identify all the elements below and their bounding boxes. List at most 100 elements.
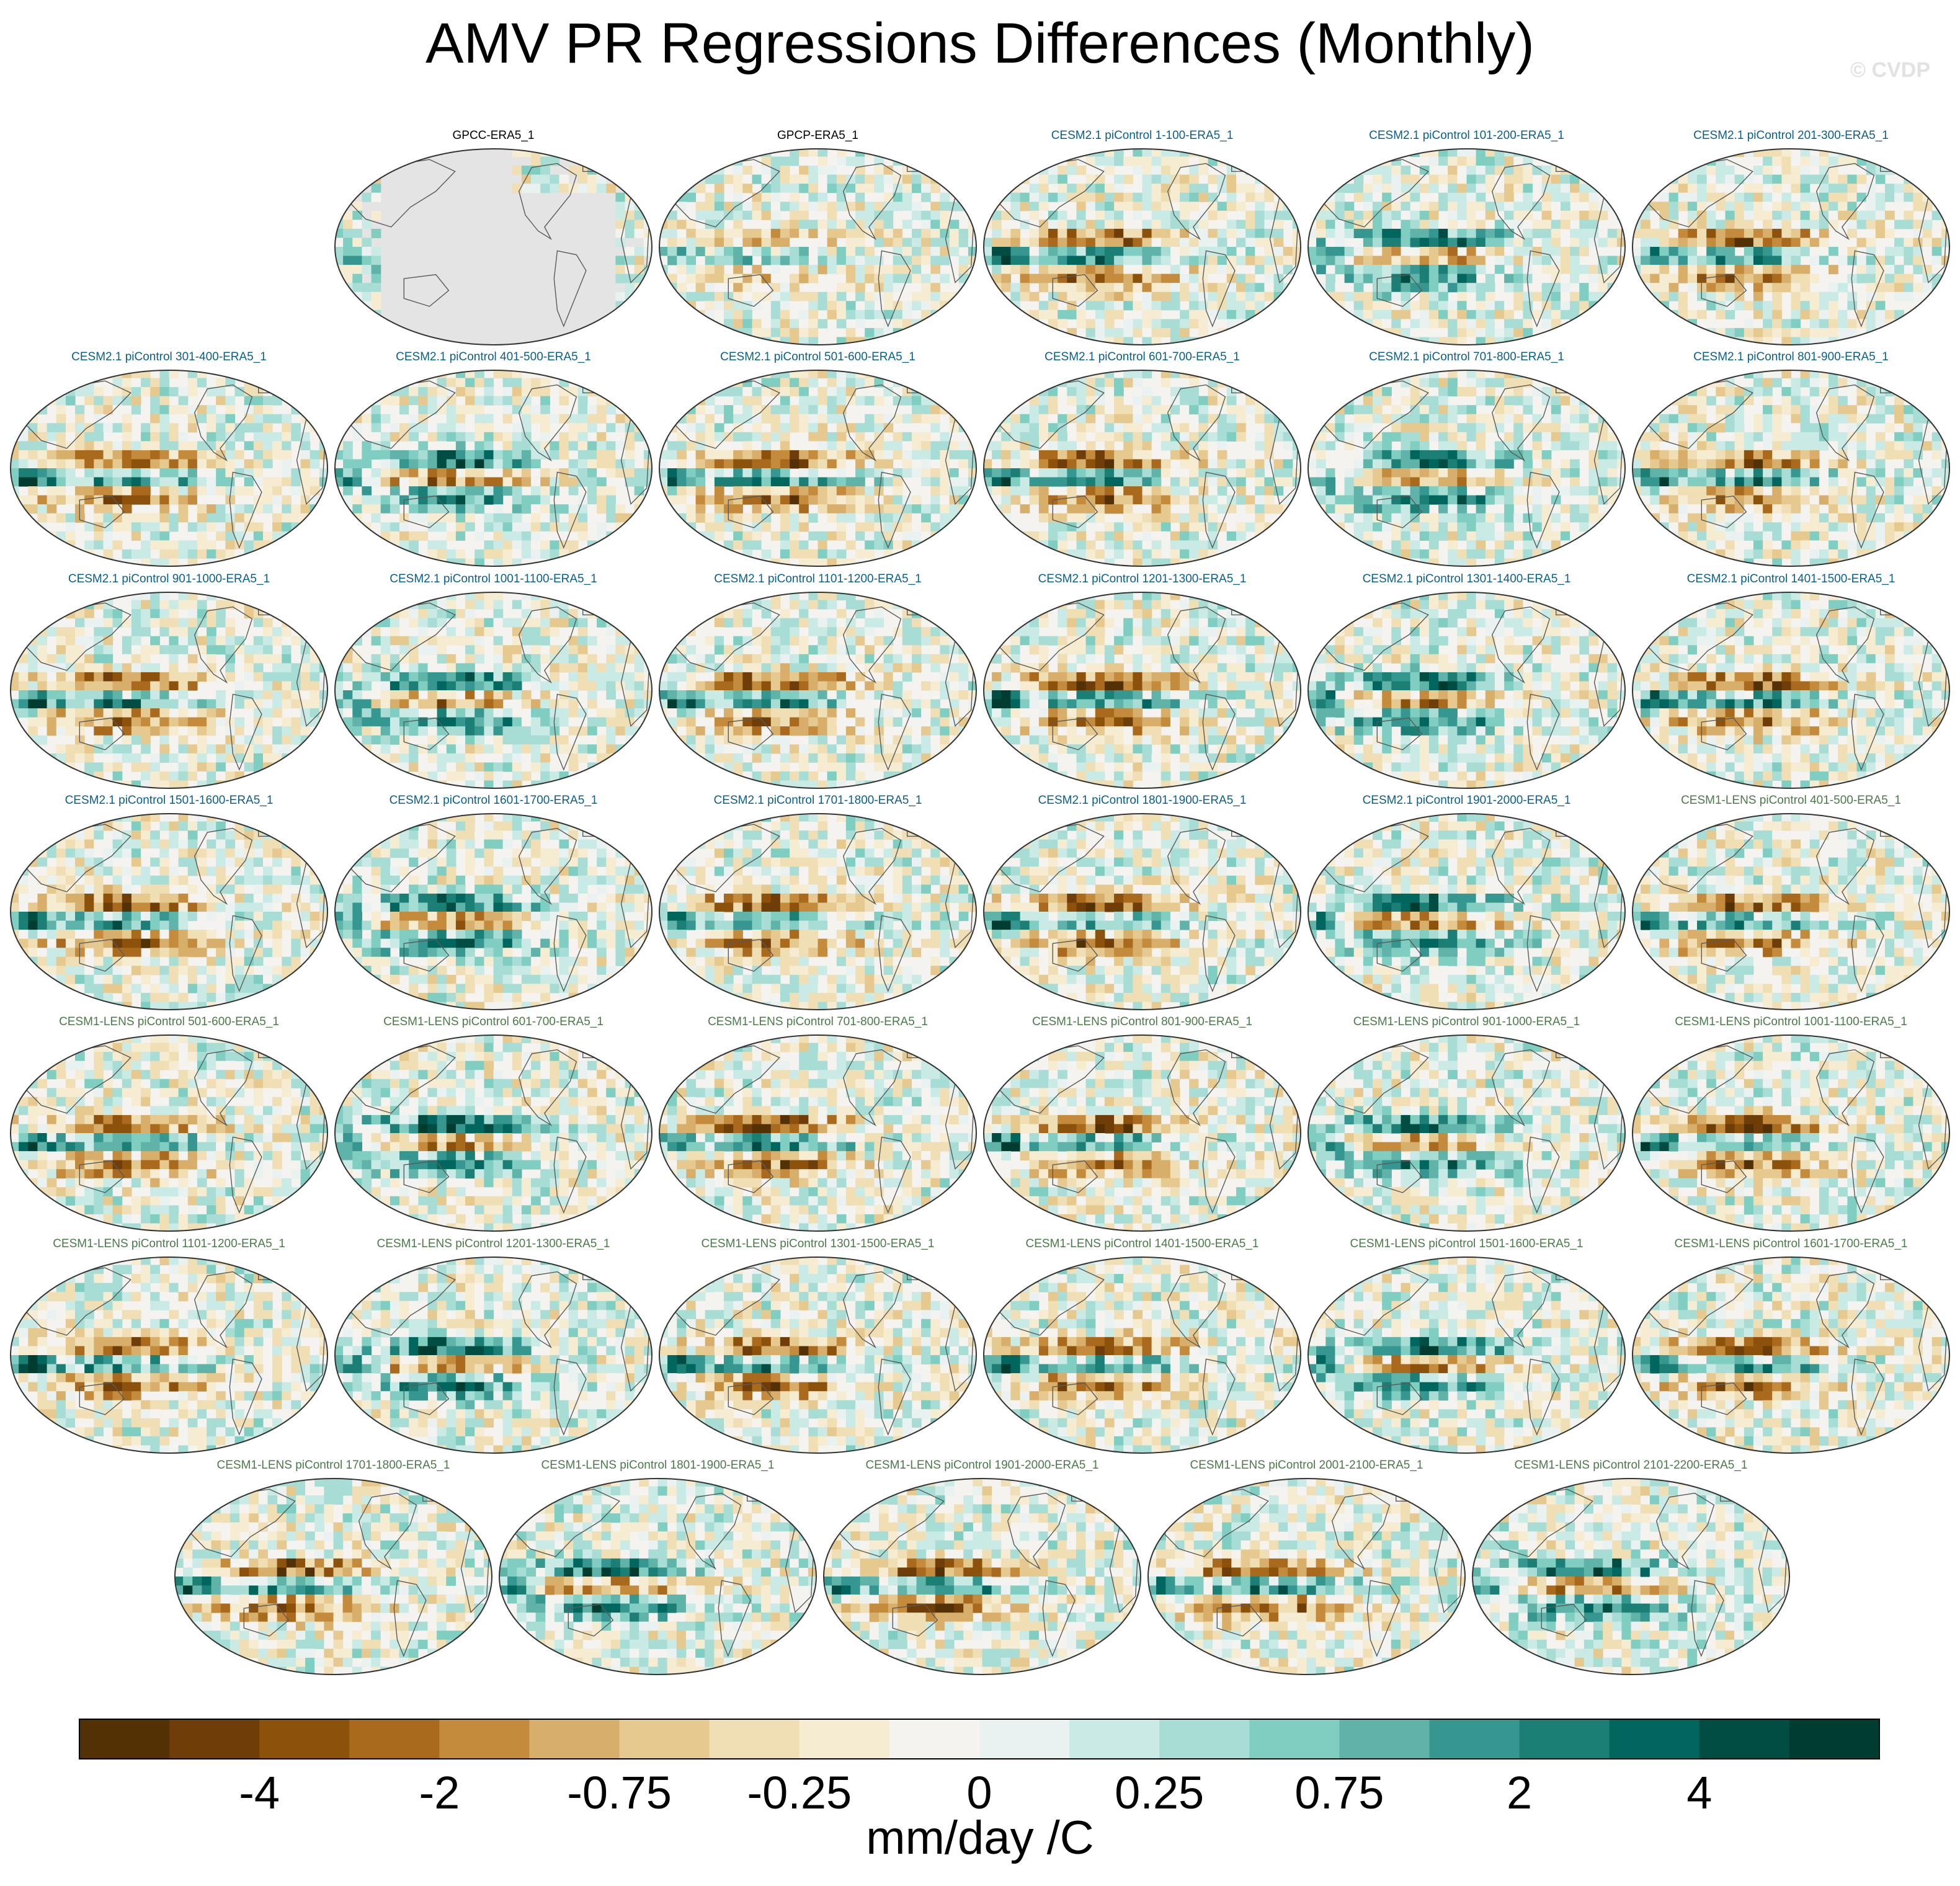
panel-title: CESM1-LENS piControl 1301-1500-ERA5_1 (658, 1237, 978, 1251)
coastline (194, 1049, 253, 1127)
coastline (1643, 159, 1753, 228)
coastline (229, 1358, 262, 1436)
colorbar-segment (1789, 1719, 1880, 1759)
coastline (21, 1267, 131, 1336)
colorbar-segment (1159, 1719, 1250, 1759)
coastline (403, 1160, 450, 1193)
coastline (1052, 274, 1098, 307)
panel-title: CESM2.1 piControl 401-500-ERA5_1 (334, 350, 653, 364)
coastline (728, 939, 774, 972)
panel-map (983, 592, 1301, 789)
coastline (994, 380, 1105, 449)
coastline (670, 1045, 780, 1114)
panel-map (334, 1034, 653, 1232)
panel-title: CESM2.1 piControl 501-600-ERA5_1 (658, 350, 978, 364)
coastline (1319, 1267, 1429, 1336)
coastline (728, 718, 774, 750)
panel-map (10, 813, 328, 1010)
panel-title: CESM2.1 piControl 1701-1800-ERA5_1 (658, 794, 978, 807)
map-border (1472, 1478, 1790, 1675)
coastline (994, 1267, 1105, 1336)
panel-title: CESM2.1 piControl 301-400-ERA5_1 (9, 350, 329, 364)
coastline (518, 1049, 577, 1127)
colorbar-segment (979, 1719, 1070, 1759)
map-border (334, 1034, 653, 1232)
map-border (1307, 1257, 1626, 1454)
coastline (1202, 1358, 1236, 1436)
coastline (553, 693, 587, 771)
panel-title: CESM2.1 piControl 1901-2000-ERA5_1 (1307, 794, 1626, 807)
colorbar-segment (1519, 1719, 1610, 1759)
coastline (518, 606, 577, 684)
coastline (518, 384, 577, 462)
map-border (334, 813, 653, 1010)
coastline (553, 250, 587, 327)
panel-title: GPCC-ERA5_1 (334, 129, 653, 143)
coastline (1815, 1049, 1875, 1127)
coastline (1366, 1580, 1400, 1657)
colorbar-segment (709, 1719, 800, 1759)
coastline (670, 824, 780, 892)
colorbar-segment (1609, 1719, 1700, 1759)
colorbar-segment (349, 1719, 440, 1759)
coastline (1815, 606, 1875, 684)
coastline (229, 471, 262, 549)
coastline (1202, 693, 1236, 771)
colorbar-segment (529, 1719, 620, 1759)
coastline (1376, 496, 1423, 528)
coastline (403, 1382, 450, 1415)
coastline (79, 718, 125, 750)
panel-map (1472, 1478, 1790, 1675)
coastline (1851, 471, 1884, 549)
colorbar-segment (439, 1719, 530, 1759)
panel-title: CESM1-LENS piControl 2001-2100-ERA5_1 (1147, 1459, 1466, 1472)
coastline (994, 824, 1105, 892)
coastline (994, 159, 1105, 228)
panel-title: CESM1-LENS piControl 1201-1300-ERA5_1 (334, 1237, 653, 1251)
coastline (1526, 693, 1560, 771)
map-border (659, 592, 977, 789)
panel-map (1307, 592, 1626, 789)
coastline (670, 602, 780, 671)
coastline (79, 1160, 125, 1193)
colorbar-frame (79, 1719, 1880, 1759)
map-border (334, 1257, 653, 1454)
coastline (842, 1271, 902, 1349)
panel-map (983, 370, 1301, 567)
coastline (1851, 915, 1884, 992)
coastline (1541, 1604, 1587, 1637)
coastline (21, 824, 131, 892)
coastline (1202, 915, 1236, 992)
coastline (358, 1492, 417, 1570)
coastline (243, 1604, 290, 1637)
coastline (1851, 1358, 1884, 1436)
panel-title: CESM2.1 piControl 201-300-ERA5_1 (1631, 129, 1951, 143)
coastline (345, 380, 456, 449)
colorbar-tick-label: 4 (1686, 1766, 1712, 1819)
coastline (878, 1136, 911, 1214)
panel-map (10, 1034, 328, 1232)
coastline (79, 496, 125, 528)
coastline (185, 1488, 296, 1557)
coastline (1052, 496, 1098, 528)
panel-map (1632, 592, 1950, 789)
coastline (1815, 1271, 1875, 1349)
coastline (1052, 939, 1098, 972)
coastline (1851, 1136, 1884, 1214)
coastline (21, 602, 131, 671)
coastline (1701, 1160, 1747, 1193)
panel-title: CESM1-LENS piControl 501-600-ERA5_1 (9, 1015, 329, 1029)
coastline (345, 159, 456, 228)
coastline (553, 471, 587, 549)
map-border (1307, 1034, 1626, 1232)
panel-map (823, 1478, 1141, 1675)
colorbar-segment (79, 1719, 170, 1759)
coastline (1655, 1492, 1715, 1570)
coastline (842, 827, 902, 905)
coastline (1491, 1049, 1551, 1127)
coastline (1851, 693, 1884, 771)
panel-title: CESM1-LENS piControl 801-900-ERA5_1 (982, 1015, 1302, 1029)
coastline (518, 1271, 577, 1349)
panel-map (983, 813, 1301, 1010)
coastline (1167, 606, 1226, 684)
